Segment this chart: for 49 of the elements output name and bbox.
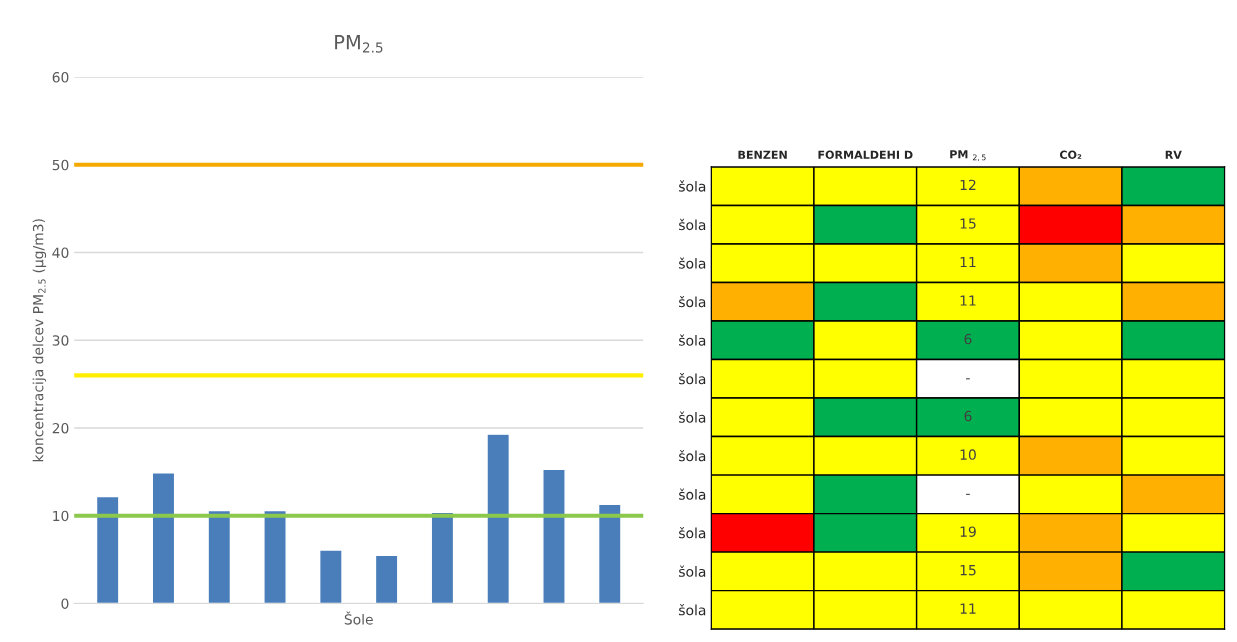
x-tick-label: CO₂	[1059, 150, 1082, 159]
y-tick-label: šola	[679, 565, 706, 577]
x-tick-label: FORMALDEHI D	[818, 150, 913, 159]
bar	[207, 509, 232, 604]
bar	[542, 468, 566, 604]
y-tick-label: 0	[61, 598, 69, 609]
data-label: 19	[960, 526, 976, 537]
bar	[95, 495, 120, 604]
x-tick-label: BENZEN	[738, 150, 787, 159]
y-tick-label: 40	[52, 247, 69, 258]
y-tick-label: šola	[679, 372, 706, 385]
bar	[318, 549, 343, 604]
y-tick-label: šola	[679, 411, 706, 423]
y-tick-label: 20	[52, 422, 69, 434]
data-label: 11	[960, 256, 976, 268]
y-tick-label: šola	[679, 488, 706, 500]
data-label: 6	[964, 333, 972, 345]
y-tick-label: šola	[679, 257, 706, 269]
data-label: 12	[960, 179, 976, 191]
bar	[151, 472, 176, 604]
y-tick-label: šola	[679, 295, 706, 308]
y-tick-label: šola	[679, 527, 706, 539]
bar	[374, 554, 399, 604]
text: -	[966, 378, 970, 380]
y-tick-label: 10	[53, 510, 69, 522]
x-tick-label: PM $_{2,5}$	[950, 150, 986, 162]
bar	[486, 433, 511, 604]
data-label: 15	[960, 565, 976, 576]
text: -	[966, 493, 970, 495]
data-label: 15	[960, 218, 976, 229]
y-tick-label: 60	[52, 72, 69, 83]
bar	[263, 509, 287, 604]
y-tick-label: šola	[679, 180, 706, 192]
data-label: 10	[960, 449, 976, 460]
y-tick-label: šola	[679, 449, 706, 462]
y-tick-label: šola	[679, 604, 706, 616]
x-axis-title: Šole	[344, 611, 373, 625]
data-label: 11	[960, 603, 976, 614]
y-tick-label: 50	[52, 159, 69, 171]
x-tick-label: RV	[1165, 150, 1182, 159]
data-label: 6	[964, 410, 972, 422]
y-tick-label: šola	[679, 218, 706, 231]
y-tick-label: 30	[52, 335, 69, 346]
y-tick-label: šola	[679, 334, 706, 346]
data-label: 11	[960, 295, 976, 306]
y-axis-title: koncentracija delcev PM$_{2.5}$ (µg/m3)	[32, 219, 47, 462]
chart-title: PM$_{2.5}$	[335, 35, 383, 53]
bar	[597, 503, 622, 604]
bar	[430, 511, 455, 604]
